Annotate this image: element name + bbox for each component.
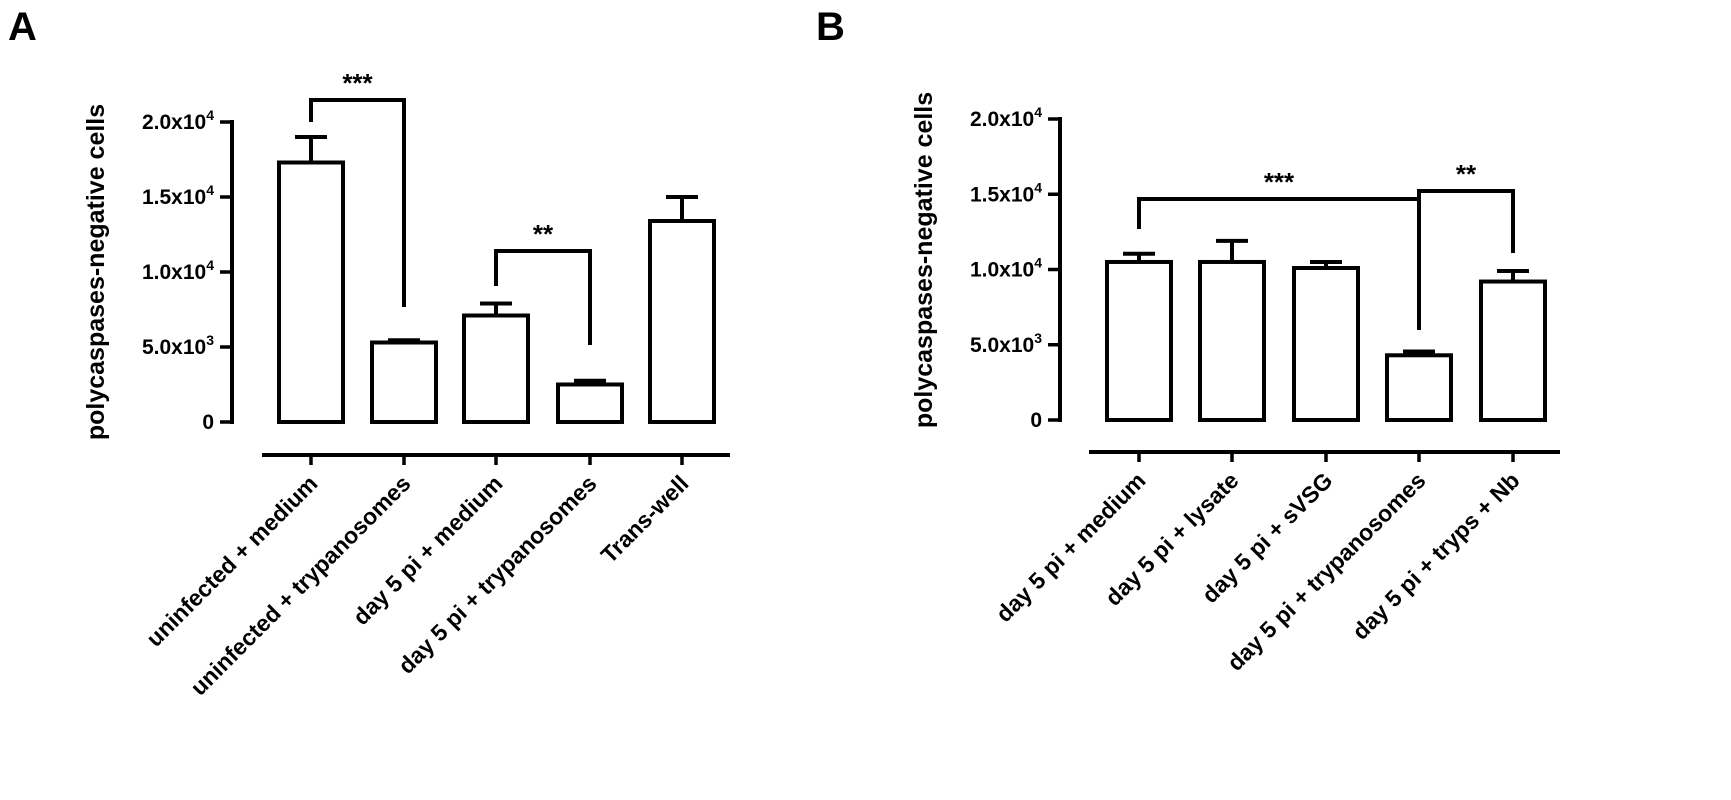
panel-b-y-tick-label: 2.0x104	[970, 104, 1042, 131]
panel-b-y-axis-title: polycaspases-negative cells	[910, 92, 938, 428]
panel-a-y-tick-label: 2.0x104	[142, 107, 214, 134]
panel-b-y-tick-label: 5.0x103	[970, 330, 1042, 357]
panel-a-label: A	[8, 5, 37, 49]
panel-a-y-tick-label: 1.5x104	[142, 182, 214, 209]
panel-b-significance-label: **	[1456, 159, 1477, 189]
panel-a-significance-label: **	[533, 219, 554, 249]
panel-a-bar	[370, 340, 438, 424]
panel-a-significance-label: ***	[342, 68, 373, 98]
panel-a-significance-bracket	[494, 249, 592, 345]
panel-b-bar	[1292, 265, 1360, 422]
panel-a-y-tick-label: 0	[202, 411, 214, 434]
panel-a-bar	[556, 382, 624, 424]
panel-a-y-tick-label: 1.0x104	[142, 257, 214, 284]
panel-a-bar	[648, 219, 716, 424]
panel-b-significance-label: ***	[1264, 167, 1295, 197]
panel-a-significance-bracket	[309, 98, 406, 307]
panel-b-bar	[1105, 259, 1173, 422]
panel-b-bar	[1479, 279, 1547, 423]
panel-b-y-tick-label: 0	[1030, 409, 1042, 432]
panel-b-significance-bracket	[1417, 189, 1515, 330]
panel-a-chart: A polycaspases-negative cells 0 5.0x103 1.…	[8, 5, 730, 700]
panel-b-y-tick-label: 1.0x104	[970, 255, 1042, 282]
panel-a-y-axis-title: polycaspases-negative cells	[82, 104, 110, 440]
panel-a-y-tick-label: 5.0x103	[142, 332, 214, 359]
panel-b-label: B	[816, 5, 845, 49]
panel-a-bar	[462, 313, 530, 424]
panel-a-bar	[277, 160, 345, 424]
panel-b-y-tick-label: 1.5x104	[970, 179, 1042, 206]
panel-b-bar	[1198, 259, 1266, 422]
panel-b-bar	[1385, 353, 1453, 422]
